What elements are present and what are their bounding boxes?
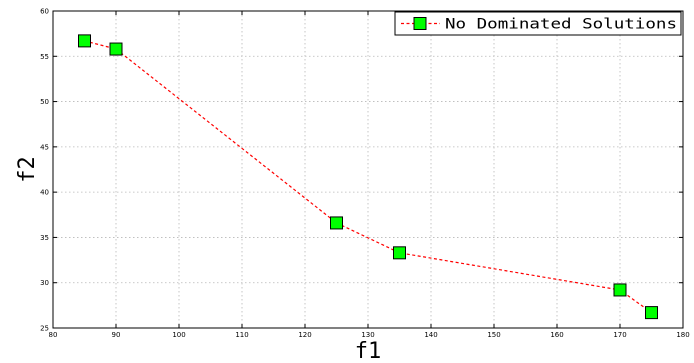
y-tick-label: 25 [40, 325, 49, 333]
legend-entry-label: No Dominated Solutions [445, 17, 677, 33]
x-axis-label: f1 [355, 339, 382, 363]
x-tick-label: 160 [550, 331, 563, 339]
x-tick-label: 120 [298, 331, 311, 339]
x-tick-label: 90 [112, 331, 121, 339]
grid-layer [53, 11, 683, 328]
x-tick-label: 80 [49, 331, 58, 339]
legend-marker-square [413, 17, 427, 30]
x-tick-label: 180 [676, 331, 689, 339]
legend-box [394, 11, 682, 36]
y-tick-label: 50 [40, 98, 49, 106]
y-tick-label: 35 [40, 234, 49, 242]
x-tick-label: 110 [235, 331, 248, 339]
y-tick-label: 40 [40, 189, 49, 197]
ticks-layer: 80 90 100 110 120 130 140 150 160 170 180 25 30 35 40 4… [40, 8, 690, 340]
y-tick-label: 55 [40, 53, 49, 61]
x-tick-label: 140 [424, 331, 437, 339]
data-point-marker [109, 42, 123, 56]
legend: No Dominated Solutions [394, 11, 682, 36]
x-tick-label: 100 [172, 331, 185, 339]
y-tick-label: 60 [40, 8, 49, 16]
data-point-marker [393, 246, 406, 260]
data-point-marker [78, 34, 91, 48]
x-tick-label: 150 [487, 331, 500, 339]
y-tick-label: 45 [40, 143, 49, 151]
data-point-marker [645, 306, 658, 320]
data-point-marker [330, 216, 343, 230]
data-point-marker [613, 283, 627, 297]
x-tick-label: 130 [361, 331, 374, 339]
y-axis-label: f2 [15, 156, 40, 183]
series-layer [78, 34, 658, 320]
x-tick-label: 170 [613, 331, 626, 339]
y-tick-label: 30 [40, 279, 49, 287]
